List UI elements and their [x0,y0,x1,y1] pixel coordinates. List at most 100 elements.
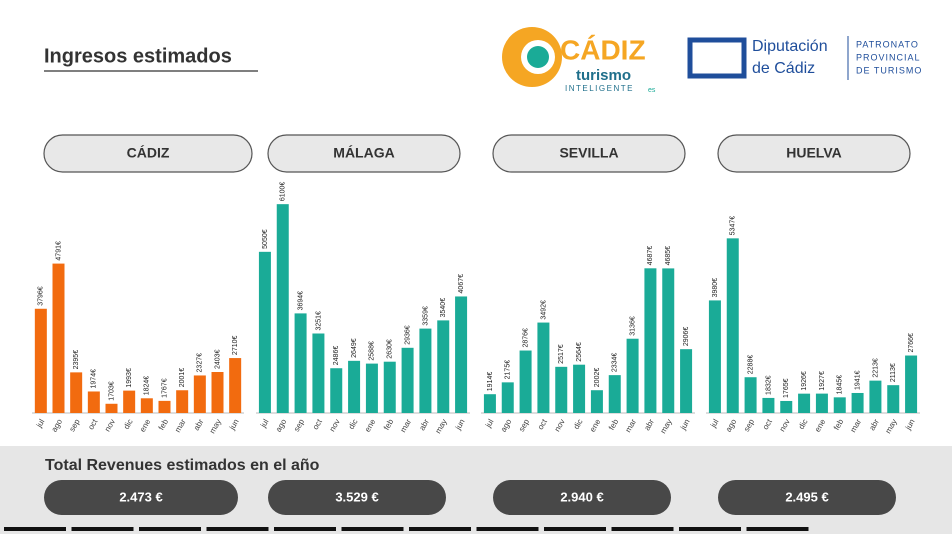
bar [176,390,189,413]
bar [483,394,496,413]
bar [726,238,739,413]
value-label: 1927€ [819,371,826,391]
footer-dash [341,527,404,531]
bar [626,338,639,413]
total-pill [718,480,896,515]
bar [744,377,757,413]
value-label: 2486€ [333,346,340,366]
value-label: 1926€ [801,371,808,391]
bar [401,347,414,413]
value-label: 3492€ [540,300,547,320]
footer-dash [409,527,471,531]
x-tick-label: dic [347,418,360,431]
value-label: 2564€ [576,342,583,362]
bar [330,368,343,413]
value-label: 1765€ [783,378,790,398]
value-label: 2001€ [179,368,186,388]
chart-tab[interactable] [267,134,461,173]
bar [555,366,568,413]
value-label: 2002€ [594,368,601,388]
footer-dash [746,527,809,531]
logo-domain: es [648,87,656,94]
value-label: 2936€ [404,325,411,345]
bar [123,390,136,413]
bar [105,403,118,413]
value-label: 2113€ [890,363,897,382]
total-pill [268,480,446,515]
value-label: 2395€ [73,350,80,370]
value-label: 2517€ [558,344,565,364]
logo-dot [527,46,549,68]
value-label: 4687€ [647,246,654,266]
value-label: 2327€ [197,353,204,373]
bar [590,390,603,413]
footer-dash [71,527,134,531]
bar [851,392,864,413]
x-tick-label: jul [34,417,46,429]
chart-tab[interactable] [717,134,911,173]
bar [680,349,693,413]
value-label: 3251€ [315,311,322,331]
value-label: 3980€ [712,278,719,298]
value-label: 4685€ [665,246,672,266]
bar [833,397,846,413]
logo-subtitle: turismo [576,67,631,84]
chart-title: CÁDIZ [127,145,170,161]
bar [815,393,828,413]
bar [140,398,153,413]
bar [419,328,432,413]
bar [869,380,882,413]
value-label: 2906€ [683,327,690,347]
footer-dash [611,527,674,531]
total-value: 2.940 € [560,489,603,504]
totals-title: Total Revenues estimados en el año [45,457,320,474]
x-tick-label: dic [122,418,135,431]
value-label: 1767€ [161,378,168,398]
x-tick-label: dic [797,418,810,431]
bar [455,296,468,413]
value-label: 2403€ [214,349,221,369]
logo-brand: CÁDIZ [560,34,646,65]
bar [644,268,657,413]
bar [573,364,586,413]
bar [887,385,900,413]
org-dept: PATRONATO [856,39,919,49]
total-value: 2.495 € [785,489,828,504]
value-label: 1974€ [91,369,98,389]
org-name-2: de Cádiz [752,60,815,77]
x-tick-label: jul [708,417,720,429]
bar [383,361,396,413]
bar [294,313,307,413]
chart-title: SEVILLA [559,145,618,161]
value-label: 2876€ [522,328,529,348]
logo-tagline: INTELIGENTE [565,84,634,93]
page-title: Ingresos estimados [44,45,232,67]
org-dept: PROVINCIAL [856,52,921,62]
value-label: 5050€ [262,229,269,249]
chart-title: HUELVA [786,145,841,161]
bar [519,350,532,413]
bar [312,333,325,413]
value-label: 4791€ [55,241,62,261]
value-label: 2288€ [747,355,754,375]
total-value: 2.473 € [119,489,162,504]
bar [662,268,675,413]
bar [365,363,378,413]
bar [70,372,83,413]
footer-dash [274,527,336,531]
footer-dash [544,527,606,531]
chart-tab[interactable] [43,134,253,173]
chart-title: MÁLAGA [333,145,394,161]
chart-tab[interactable] [492,134,686,173]
bar [276,204,289,413]
bar [798,393,811,413]
value-label: 2175€ [505,360,512,380]
bar [193,375,206,413]
total-pill [493,480,671,515]
value-label: 2766€ [908,333,915,353]
value-label: 4067€ [458,274,465,294]
value-label: 2588€ [369,341,376,361]
bar [608,375,621,413]
x-tick-label: jul [258,417,270,429]
x-tick-label: dic [572,418,585,431]
